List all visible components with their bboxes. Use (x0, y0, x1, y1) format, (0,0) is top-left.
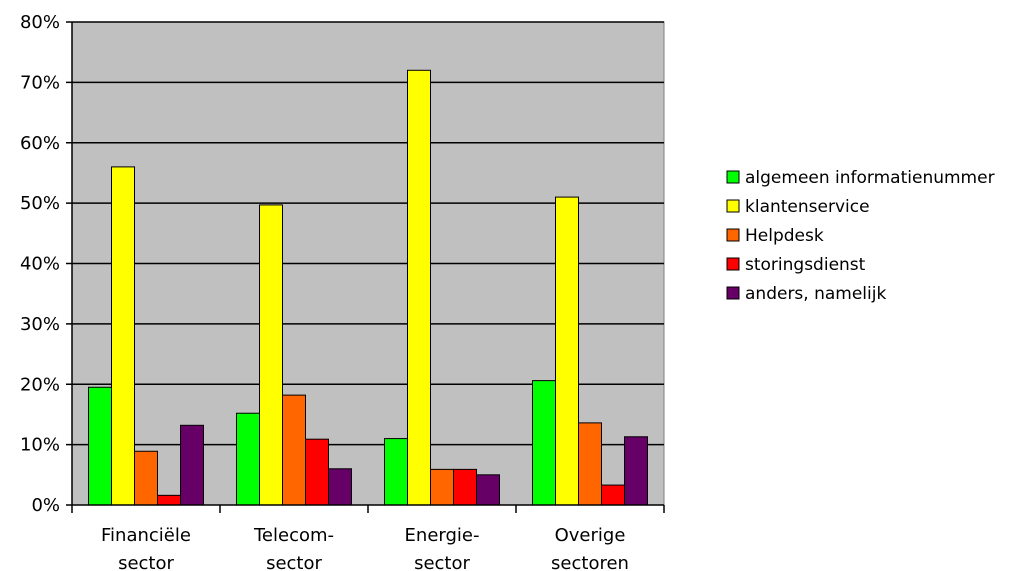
legend: algemeen informatienummer klantenservice H… (726, 168, 995, 304)
bar (555, 196, 579, 506)
y-tick-label: 40% (20, 254, 60, 275)
bar (305, 438, 329, 506)
y-tick-label: 70% (20, 72, 60, 93)
y-axis-ticks: 0% 10% 20% 30% 40% 50% 60% 70% 80% (20, 12, 72, 516)
y-tick-label: 50% (20, 193, 60, 214)
bar (88, 386, 112, 506)
bar (624, 436, 648, 506)
bar (111, 166, 135, 506)
bar (453, 468, 477, 506)
x-tick-label: Overige (555, 525, 626, 546)
legend-label: storingsdienst (745, 255, 866, 275)
bar (601, 484, 625, 506)
y-tick-label: 20% (20, 374, 60, 395)
bars (88, 69, 648, 506)
legend-swatch (726, 228, 740, 242)
bar (532, 380, 556, 506)
x-tick-label: sector (266, 553, 322, 571)
bar (236, 412, 260, 506)
y-tick-label: 0% (31, 495, 60, 516)
bar (328, 468, 352, 506)
x-tick-label: Telecom- (253, 525, 334, 546)
bar (282, 394, 306, 506)
x-axis-labels: Financiële sector Telecom-sector Energie-se… (71, 505, 665, 571)
y-tick-label: 30% (20, 314, 60, 335)
legend-swatch (726, 199, 740, 213)
x-tick-label: sector (414, 553, 470, 571)
bar (134, 450, 158, 506)
legend-swatch (726, 170, 740, 184)
legend-label: Helpdesk (745, 226, 824, 246)
bar (180, 424, 204, 506)
y-tick-label: 60% (20, 133, 60, 154)
legend-label: anders, namelijk (745, 284, 886, 304)
legend-label: klantenservice (745, 197, 870, 217)
legend-label: algemeen informatienummer (745, 168, 995, 188)
x-tick-label: sectoren (551, 553, 629, 571)
y-tick-label: 10% (20, 435, 60, 456)
y-tick-label: 80% (20, 12, 60, 33)
bar (157, 494, 181, 506)
bar (384, 438, 408, 506)
x-tick-label: sector (118, 553, 174, 571)
x-tick-label: Energie- (405, 525, 480, 546)
x-tick-label: Financiële (101, 525, 191, 546)
bar (476, 474, 500, 506)
legend-swatch (726, 286, 740, 300)
legend-swatch (726, 257, 740, 271)
bar (407, 69, 431, 506)
bar (259, 204, 283, 506)
bar (430, 468, 454, 506)
bar (578, 422, 602, 506)
